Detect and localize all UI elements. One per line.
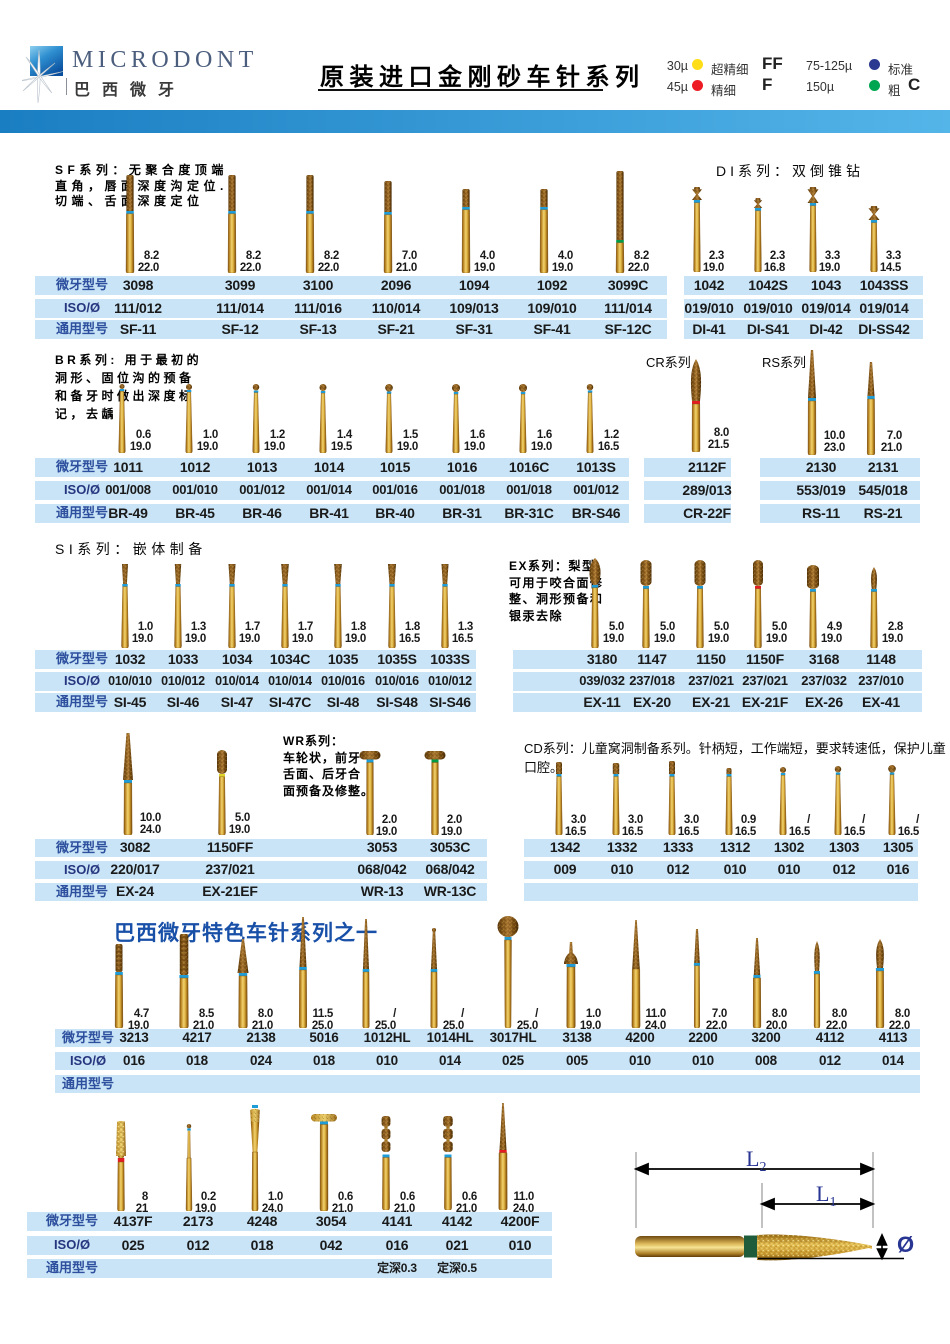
svg-text:L2: L2 [746, 1146, 766, 1175]
svg-text:Ø: Ø [897, 1232, 914, 1257]
svg-text:L1: L1 [816, 1181, 836, 1210]
